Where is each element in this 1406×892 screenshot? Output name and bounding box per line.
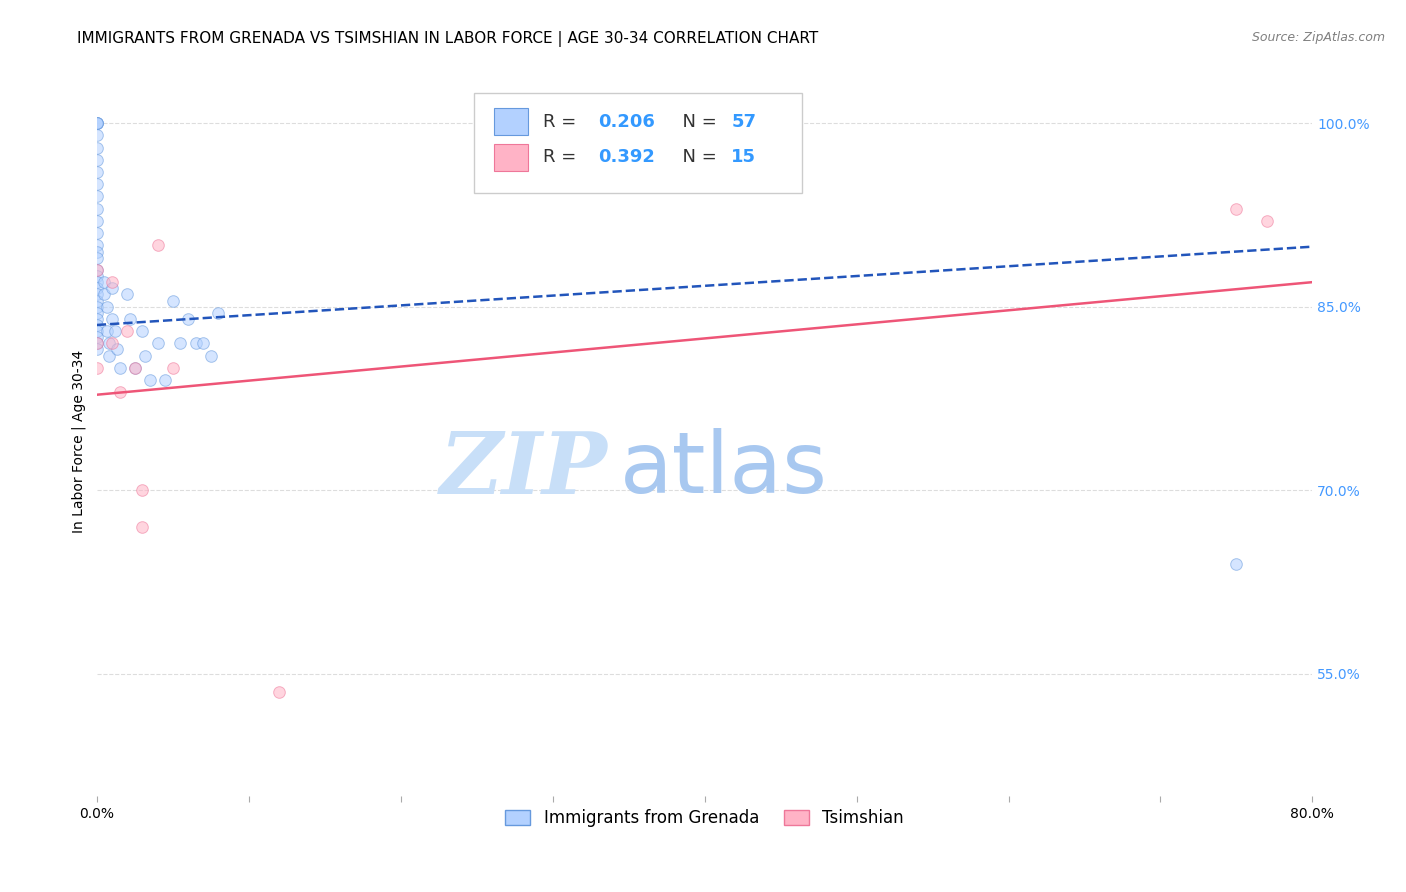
Point	[131, 483, 153, 498]
Point	[93, 275, 115, 289]
Point	[124, 360, 146, 375]
Point	[146, 336, 169, 351]
Point	[86, 238, 108, 252]
Point	[139, 373, 162, 387]
Point	[86, 116, 108, 130]
Point	[193, 336, 215, 351]
Point	[86, 116, 108, 130]
Point	[207, 306, 229, 320]
Point	[177, 311, 200, 326]
Point	[96, 324, 118, 338]
Point	[86, 324, 108, 338]
Point	[86, 128, 108, 143]
Point	[86, 263, 108, 277]
Text: ZIP: ZIP	[440, 428, 607, 511]
Text: 0.392: 0.392	[598, 148, 655, 166]
Point	[86, 178, 108, 192]
Text: atlas: atlas	[620, 428, 828, 511]
Text: 15: 15	[731, 148, 756, 166]
Point	[86, 360, 108, 375]
Point	[101, 281, 124, 295]
Point	[86, 189, 108, 203]
Point	[86, 202, 108, 216]
Point	[86, 336, 108, 351]
Point	[86, 293, 108, 308]
Point	[86, 244, 108, 259]
Text: 0.206: 0.206	[598, 113, 655, 131]
Point	[104, 324, 127, 338]
Point	[115, 324, 138, 338]
Text: IMMIGRANTS FROM GRENADA VS TSIMSHIAN IN LABOR FORCE | AGE 30-34 CORRELATION CHAR: IMMIGRANTS FROM GRENADA VS TSIMSHIAN IN …	[77, 31, 818, 47]
Point	[86, 116, 108, 130]
Text: R =: R =	[543, 148, 582, 166]
Point	[184, 336, 207, 351]
Point	[162, 293, 184, 308]
Point	[86, 251, 108, 265]
Point	[169, 336, 191, 351]
Point	[86, 275, 108, 289]
Point	[96, 300, 118, 314]
Point	[93, 287, 115, 301]
Point	[146, 238, 169, 252]
Point	[86, 153, 108, 167]
FancyBboxPatch shape	[474, 94, 801, 193]
Text: N =: N =	[671, 113, 723, 131]
Point	[86, 281, 108, 295]
Point	[101, 311, 124, 326]
Point	[98, 349, 121, 363]
Point	[131, 520, 153, 534]
Point	[269, 685, 291, 699]
Point	[86, 263, 108, 277]
Point	[86, 116, 108, 130]
Point	[108, 385, 131, 400]
Text: N =: N =	[671, 148, 723, 166]
Point	[131, 324, 153, 338]
Point	[162, 360, 184, 375]
Point	[86, 318, 108, 332]
Point	[86, 165, 108, 179]
Point	[98, 336, 121, 351]
Point	[200, 349, 222, 363]
Legend: Immigrants from Grenada, Tsimshian: Immigrants from Grenada, Tsimshian	[499, 803, 911, 834]
Point	[86, 311, 108, 326]
Point	[105, 343, 128, 357]
Point	[120, 311, 142, 326]
Point	[134, 349, 156, 363]
Y-axis label: In Labor Force | Age 30-34: In Labor Force | Age 30-34	[72, 350, 86, 533]
Text: 57: 57	[731, 113, 756, 131]
FancyBboxPatch shape	[495, 108, 529, 136]
Point	[86, 140, 108, 154]
Point	[86, 268, 108, 283]
Point	[86, 226, 108, 240]
Point	[86, 300, 108, 314]
Point	[1225, 202, 1247, 216]
Point	[155, 373, 177, 387]
Point	[1225, 557, 1247, 571]
Text: Source: ZipAtlas.com: Source: ZipAtlas.com	[1251, 31, 1385, 45]
Point	[1256, 214, 1278, 228]
FancyBboxPatch shape	[495, 144, 529, 170]
Point	[86, 287, 108, 301]
Point	[86, 214, 108, 228]
Point	[124, 360, 146, 375]
Point	[86, 306, 108, 320]
Point	[86, 343, 108, 357]
Point	[108, 360, 131, 375]
Point	[86, 330, 108, 344]
Point	[101, 336, 124, 351]
Point	[86, 336, 108, 351]
Point	[101, 275, 124, 289]
Text: R =: R =	[543, 113, 582, 131]
Point	[115, 287, 138, 301]
